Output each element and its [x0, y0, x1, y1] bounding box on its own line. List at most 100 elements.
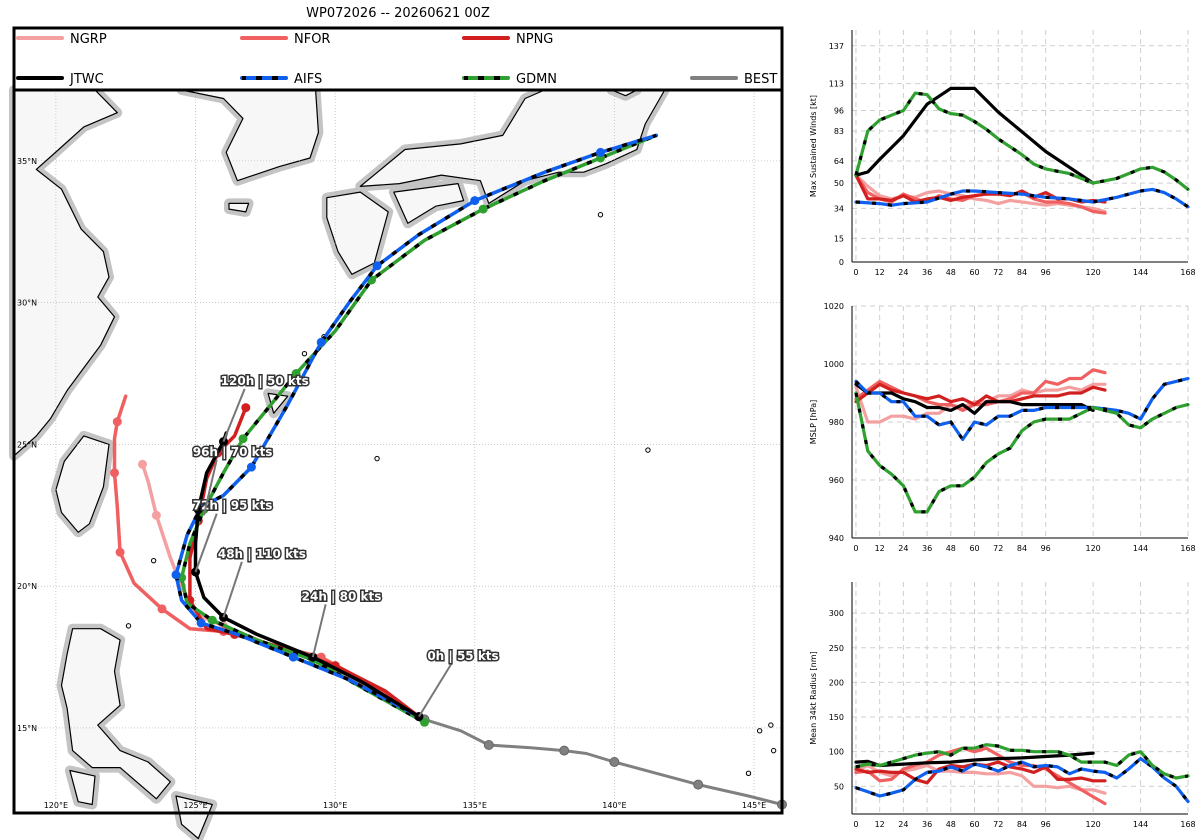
annotation-leader	[222, 561, 243, 618]
track-point-aifs	[470, 196, 480, 206]
panel-2: 0 12 24 36 48 60 72 84 96 120 144 168 940 960 980 1000 1…	[809, 302, 1196, 553]
track-point-aifs	[316, 337, 326, 347]
annotation-label: 72h | 95 kts	[193, 499, 273, 513]
track-point-gdmn	[291, 369, 301, 378]
annotation-label: 48h | 110 kts	[218, 547, 306, 561]
intensity-annotations: 0h | 55 kts 24h | 80 kts 48h | 110 kts 72h …	[191, 372, 500, 718]
annotation-leader	[194, 513, 218, 573]
panel-series-jtwc	[854, 382, 1095, 415]
panel-y-tick: 980	[829, 418, 844, 427]
panel-x-tick: 24	[898, 544, 908, 553]
track-map-panel: 120°E 125°E 130°E 135°E 140°E 145°E 15°N 20°N 25…	[9, 85, 787, 840]
panel-x-tick: 96	[1041, 544, 1051, 553]
panel-x-tick: 12	[875, 268, 885, 277]
land-honshu	[359, 89, 666, 204]
panel-y-tick: 50	[834, 782, 844, 791]
panel-y-tick: 137	[829, 42, 844, 51]
lon-tick-label: 135°E	[463, 801, 487, 810]
panel-x-tick: 72	[993, 268, 1003, 277]
panel-x-tick: 84	[1017, 820, 1027, 829]
panel-y-tick: 96	[834, 106, 844, 115]
panel-y-tick: 100	[829, 748, 844, 757]
lon-tick-label: 130°E	[323, 801, 347, 810]
legend-label: NPNG	[516, 32, 553, 47]
panel-y-tick: 960	[829, 476, 844, 485]
panel-x-tick: 144	[1133, 268, 1148, 277]
lat-tick-label: 20°N	[17, 582, 37, 591]
panel-x-tick: 0	[853, 544, 858, 553]
legend-label: NFOR	[294, 32, 330, 47]
track-point-ngrp	[151, 510, 161, 520]
legend-box: NGRP NFOR NPNG JTWC AIFS GDMN BEST	[12, 26, 784, 92]
panel-x-tick: 120	[1085, 544, 1100, 553]
panel-series-npng	[854, 382, 1107, 407]
map-gridlines	[14, 90, 782, 813]
track-point-jtwc	[191, 567, 200, 577]
track-point-ngrp	[138, 459, 147, 469]
small-island	[150, 557, 157, 564]
small-island	[770, 747, 777, 754]
track-jtwc	[191, 431, 424, 722]
legend-item-nfor: NFOR	[240, 32, 330, 47]
panel-x-tick: 144	[1133, 820, 1148, 829]
panel-y-tick: 1000	[824, 360, 844, 369]
legend-item-jtwc: JTWC	[16, 72, 104, 87]
panel-x-tick: 48	[946, 544, 956, 553]
lon-tick-label: 140°E	[602, 801, 626, 810]
panel-x-tick: 60	[969, 268, 979, 277]
intensity-panels: 0 12 24 36 48 60 72 84 96 120 144 16801534506483961…	[809, 30, 1196, 829]
panel-x-tick: 0	[853, 268, 858, 277]
small-island	[374, 455, 380, 462]
panel-series-dash-gdmn	[855, 743, 1189, 780]
panel-3: 0 12 24 36 48 60 72 84 96 120 144 168 50 100 150 200 250…	[809, 582, 1196, 829]
land-mindoro	[69, 769, 96, 806]
legend-label: BEST	[744, 72, 777, 87]
panel-x-tick: 12	[875, 820, 885, 829]
small-island	[645, 447, 651, 453]
land-taiwan	[55, 435, 110, 533]
legend-item-best: BEST	[690, 72, 777, 87]
track-point-nfor	[112, 417, 122, 427]
panel-x-tick: 60	[969, 544, 979, 553]
panel-x-tick: 36	[922, 820, 932, 829]
track-line-jtwc	[193, 431, 421, 719]
panel-x-tick: 48	[946, 268, 956, 277]
track-point-npng	[241, 403, 251, 413]
legend-label: NGRP	[70, 32, 107, 47]
panel-x-tick: 48	[946, 820, 956, 829]
panel-1: 0 12 24 36 48 60 72 84 96 120 144 168 0 15 34 50 64 83 96 1…	[809, 30, 1196, 277]
track-point-best	[609, 757, 620, 767]
legend-label: AIFS	[294, 72, 322, 87]
panel-x-tick: 36	[922, 268, 932, 277]
track-point-jtwc	[219, 437, 228, 447]
annotation-label: 0h | 55 kts	[427, 649, 498, 663]
panel-y-tick: 15	[834, 234, 844, 243]
panel-series-jtwc	[854, 86, 1095, 185]
legend-item-gdmn: GDMN	[462, 72, 557, 87]
annotation-label: 120h | 50 kts	[221, 374, 309, 388]
legend-item-aifs: AIFS	[240, 72, 322, 87]
panel-y-tick: 83	[834, 127, 844, 136]
track-point-best	[483, 740, 494, 750]
legend-label: JTWC	[69, 72, 104, 87]
small-island	[597, 212, 604, 218]
panel-x-tick: 168	[1180, 544, 1195, 553]
annotation-label: 24h | 80 kts	[302, 589, 382, 603]
panel-x-tick: 60	[969, 820, 979, 829]
figure-title: WP072026 -- 20260621 00Z	[306, 6, 490, 21]
panel-y-tick: 0	[839, 258, 844, 267]
panel-y-tick: 64	[834, 157, 844, 166]
track-point-nfor	[110, 468, 119, 478]
panel-series-aifs	[854, 757, 1190, 804]
lon-tick-label: 125°E	[183, 801, 207, 810]
track-point-gdmn	[207, 615, 217, 625]
panel-series-gdmn	[854, 91, 1190, 191]
annotation-leader	[222, 388, 246, 442]
land-shikoku	[393, 183, 465, 224]
panel-series-aifs	[854, 187, 1190, 209]
panel-x-tick: 72	[993, 820, 1003, 829]
panel-y-tick: 250	[829, 644, 844, 653]
land-korea	[181, 89, 319, 182]
track-point-jtwc	[219, 612, 228, 622]
small-island	[768, 722, 774, 728]
